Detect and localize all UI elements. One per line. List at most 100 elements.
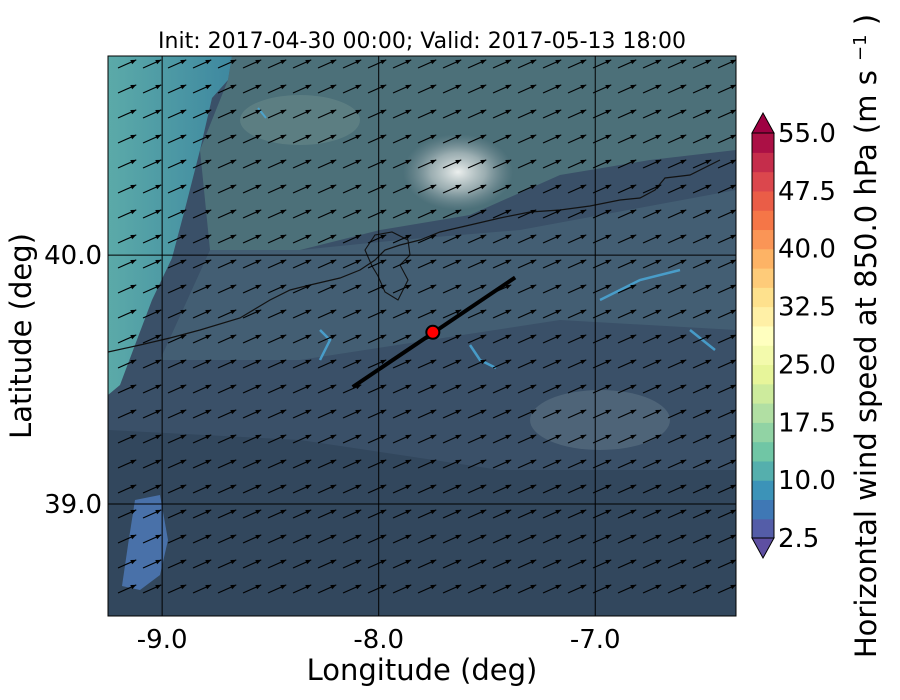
wind-vector-field [117, 59, 736, 594]
colorbar-tick-label: 47.5 [778, 177, 836, 207]
wind-vector-head [555, 534, 562, 540]
wind-vector-head [180, 509, 187, 515]
wind-vector-head [205, 334, 212, 340]
wind-vector-head [605, 459, 612, 465]
wind-vector-head [430, 434, 437, 440]
wind-vector-head [605, 234, 612, 240]
wind-vector-head [280, 109, 287, 115]
wind-vector-head [255, 459, 262, 465]
wind-vector-head [130, 159, 137, 165]
wind-vector-head [355, 159, 362, 165]
wind-vector-head [255, 159, 262, 165]
wind-vector-head [280, 584, 287, 590]
chart-title: Init: 2017-04-30 00:00; Valid: 2017-05-1… [158, 29, 686, 54]
wind-vector-head [130, 84, 137, 90]
wind-vector-head [580, 84, 587, 90]
wind-vector-head [730, 259, 736, 265]
wind-vector-head [305, 359, 312, 365]
plot-area [108, 56, 736, 616]
wind-vector-head [155, 234, 162, 240]
wind-vector-head [255, 384, 262, 390]
wind-vector-head [555, 434, 562, 440]
cloud-patch [403, 134, 513, 210]
colorbar-segment [752, 171, 774, 192]
wind-vector-head [680, 259, 687, 265]
wind-vector-head [230, 484, 237, 490]
wind-vector-head [230, 259, 237, 265]
river [468, 344, 497, 370]
wind-vector-head [480, 209, 487, 215]
wind-vector-head [530, 234, 537, 240]
wind-vector-head [580, 334, 587, 340]
wind-vector-head [680, 434, 687, 440]
wind-vector-head [230, 534, 237, 540]
wind-vector-head [155, 359, 162, 365]
wind-vector-head [555, 209, 562, 215]
wind-vector-head [305, 584, 312, 590]
wind-vector-head [630, 434, 637, 440]
wind-vector-head [455, 309, 462, 315]
wind-vector-head [705, 359, 712, 365]
wind-vector-head [380, 159, 387, 165]
wind-vector-head [680, 234, 687, 240]
wind-vector-head [505, 84, 512, 90]
wind-vector-head [180, 334, 187, 340]
wind-vector-head [330, 409, 337, 415]
wind-vector-head [180, 159, 187, 165]
wind-vector-head [130, 559, 137, 565]
wind-vector-head [355, 109, 362, 115]
wind-vector-head [430, 109, 437, 115]
wind-vector-head [355, 334, 362, 340]
wind-vector-head [155, 184, 162, 190]
wind-vector-head [230, 134, 237, 140]
wind-vector-head [255, 109, 262, 115]
wind-vector-head [455, 284, 462, 290]
wind-vector-head [305, 484, 312, 490]
wind-vector-head [455, 409, 462, 415]
river [257, 107, 267, 119]
wind-vector-head [305, 109, 312, 115]
wind-vector-head [355, 559, 362, 565]
wind-vector-head [205, 209, 212, 215]
wind-vector-head [155, 409, 162, 415]
wind-vector-head [605, 434, 612, 440]
wind-vector-head [330, 359, 337, 365]
wind-vector-head [155, 534, 162, 540]
wind-vector-head [405, 109, 412, 115]
wind-vector-head [605, 334, 612, 340]
wind-vector-head [655, 409, 662, 415]
wind-vector-head [655, 459, 662, 465]
wind-vector-head [405, 559, 412, 565]
wind-vector-head [455, 184, 462, 190]
wind-vector-head [255, 234, 262, 240]
wind-vector-head [580, 559, 587, 565]
wind-vector-head [405, 459, 412, 465]
river [318, 329, 332, 361]
wind-vector-head [580, 184, 587, 190]
wind-vector-head [730, 234, 736, 240]
wind-vector-head [605, 84, 612, 90]
colorbar-label: Horizontal wind speed at 850.0 hPa (m s … [849, 14, 883, 658]
wind-vector-head [430, 384, 437, 390]
wind-vector-head [255, 559, 262, 565]
wind-vector-head [280, 209, 287, 215]
wind-vector-head [705, 59, 712, 65]
wind-vector-head [205, 484, 212, 490]
wind-vector-head [430, 184, 437, 190]
wind-vector-head [355, 309, 362, 315]
wind-vector-head [305, 84, 312, 90]
grid-lines [108, 56, 736, 616]
wind-vector-head [130, 459, 137, 465]
wind-vector-head [705, 334, 712, 340]
wind-vector-head [155, 59, 162, 65]
wind-vector-head [530, 584, 537, 590]
wind-vector-head [205, 109, 212, 115]
wind-vector-head [255, 59, 262, 65]
x-tick-label: -8.0 [353, 625, 404, 655]
wind-vector-head [305, 284, 312, 290]
wind-vector-head [330, 509, 337, 515]
wind-vector-head [655, 209, 662, 215]
wind-vector-head [455, 484, 462, 490]
wind-vector-head [430, 534, 437, 540]
wind-vector-head [430, 59, 437, 65]
